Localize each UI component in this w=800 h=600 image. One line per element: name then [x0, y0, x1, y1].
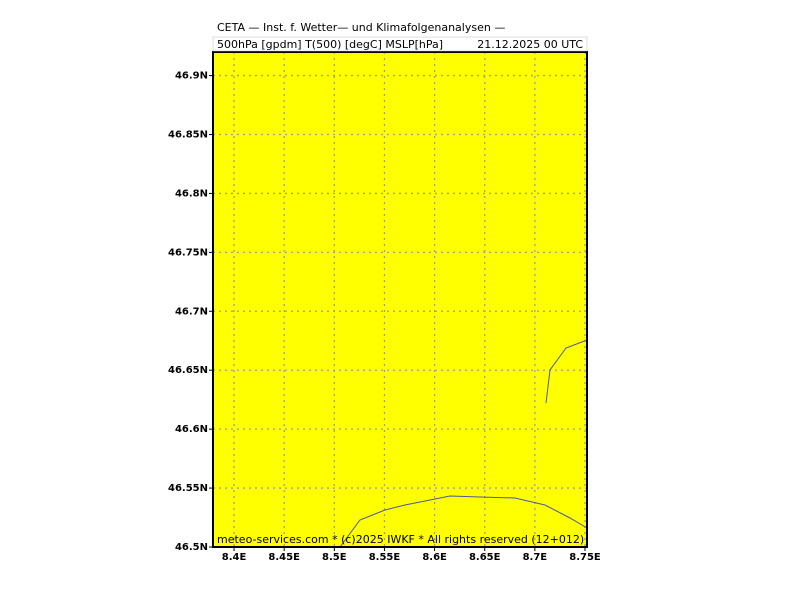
x-tick-label: 8.5E: [322, 552, 347, 563]
map-area: [213, 52, 587, 547]
y-tick-label: 46.8N: [175, 188, 208, 199]
subtitle: 500hPa [gpdm] T(500) [degC] MSLP[hPa]: [217, 38, 443, 51]
border-line: [545, 339, 588, 404]
grid: [213, 52, 587, 548]
map-frame: [212, 51, 588, 548]
footer: meteo-services.com * (c)2025 IWKF * All …: [217, 533, 584, 546]
x-tick-label: 8.45E: [268, 552, 300, 563]
x-tick-label: 8.65E: [469, 552, 501, 563]
y-tick-label: 46.7N: [175, 306, 208, 317]
y-tick-label: 46.55N: [168, 483, 208, 494]
y-tick-label: 46.9N: [175, 71, 208, 82]
y-tick-label: 46.75N: [168, 247, 208, 258]
y-tick-label: 46.6N: [175, 424, 208, 435]
date: 21.12.2025 00 UTC: [477, 38, 583, 51]
border-line: [339, 495, 588, 548]
x-tick-label: 8.7E: [523, 552, 548, 563]
y-tick-label: 46.5N: [175, 542, 208, 553]
x-tick-label: 8.55E: [369, 552, 401, 563]
x-tick-label: 8.75E: [569, 552, 601, 563]
title: CETA — Inst. f. Wetter— und Klimafolgena…: [217, 21, 505, 34]
header-box: [212, 36, 588, 52]
x-tick-label: 8.4E: [222, 552, 247, 563]
x-tick-label: 8.6E: [422, 552, 447, 563]
y-tick-label: 46.85N: [168, 130, 208, 141]
y-tick-label: 46.65N: [168, 365, 208, 376]
